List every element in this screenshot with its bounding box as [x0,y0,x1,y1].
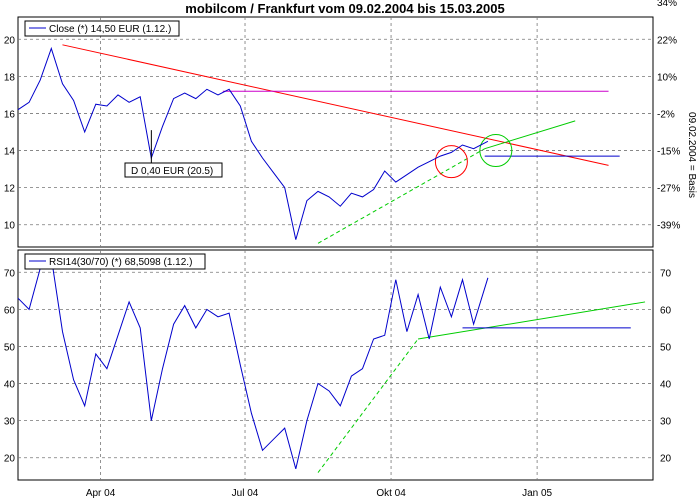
x-tick-label: Jul 04 [232,488,259,499]
rsi-legend-label: RSI14(30/70) (*) 68,5098 (1.12.) [49,257,192,268]
price-plot-frame [17,16,654,248]
percent-tick-label: -27% [657,184,680,195]
y-tick-label: 70 [4,268,16,279]
trendline [484,120,576,150]
x-tick-label: Jan 05 [522,488,552,499]
y-tick-label: 30 [660,417,672,428]
rsi-line [17,256,489,470]
x-tick-label: Apr 04 [86,488,116,499]
chart-title: mobilcom / Frankfurt vom 09.02.2004 bis … [185,1,504,16]
rsi-legend: RSI14(30/70) (*) 68,5098 (1.12.) [24,253,206,270]
rsi-y-tick-labels-right: 20 30 40 50 60 70 [660,268,672,464]
price-gridlines [18,17,653,247]
y-tick-label: 16 [4,109,16,120]
y-tick-label: 40 [4,380,16,391]
rsi-plot-frame [17,249,654,481]
y-tick-label: 20 [660,454,672,465]
percent-tick-label: -2% [657,109,675,120]
signal-circle [434,145,468,179]
percent-axis-label: 09.02.2004 = Basis [686,112,697,198]
y-tick-label: 20 [4,35,16,46]
y-tick-label: 12 [4,184,16,195]
y-tick-label: 10 [4,221,16,232]
y-tick-label: 18 [4,72,16,83]
price-y-tick-labels: 10 12 14 16 18 20 [4,35,16,231]
trendline [62,44,609,166]
y-tick-label: 14 [4,147,16,158]
y-tick-label: 60 [4,305,16,316]
price-panel: 10 12 14 16 18 20 34% 22% 10% -2% -15% -27% -39% D … [4,0,697,248]
rsi-trendlines [317,301,646,473]
dividend-annotation-box [124,162,223,178]
percent-tick-label: 22% [657,35,677,46]
close-price-line [17,46,489,240]
rsi-y-tick-labels-left: 20 30 40 50 60 70 [4,268,16,464]
x-tick-label: Okt 04 [376,488,406,499]
price-trendlines [62,44,620,244]
price-legend-label: Close (*) 14,50 EUR (1.12.) [49,24,171,35]
price-legend: Close (*) 14,50 EUR (1.12.) [24,20,180,37]
x-axis-tick-labels: Apr 04 Jul 04 Okt 04 Jan 05 [86,488,553,499]
percent-tick-label: -15% [657,147,680,158]
trendline [317,148,485,244]
dividend-annotation-label: D 0,40 EUR (20.5) [131,166,213,177]
y-tick-label: 20 [4,454,16,465]
y-tick-label: 50 [660,342,672,353]
y-tick-label: 60 [660,305,672,316]
rsi-gridlines [18,250,653,480]
price-percent-tick-labels: 34% 22% 10% -2% -15% -27% -39% [657,0,680,232]
y-tick-label: 40 [660,380,672,391]
y-tick-label: 50 [4,342,16,353]
rsi-legend-box [24,253,206,270]
percent-tick-label: 10% [657,72,677,83]
trendline [417,301,646,340]
signal-circle [479,134,513,168]
price-legend-box [24,20,180,37]
y-tick-label: 30 [4,417,16,428]
percent-tick-label: 34% [657,0,677,9]
percent-tick-label: -39% [657,221,680,232]
y-tick-label: 70 [660,268,672,279]
rsi-panel: 20 30 40 50 60 70 20 30 40 50 60 70 RSI14(30/70) (… [4,249,672,481]
